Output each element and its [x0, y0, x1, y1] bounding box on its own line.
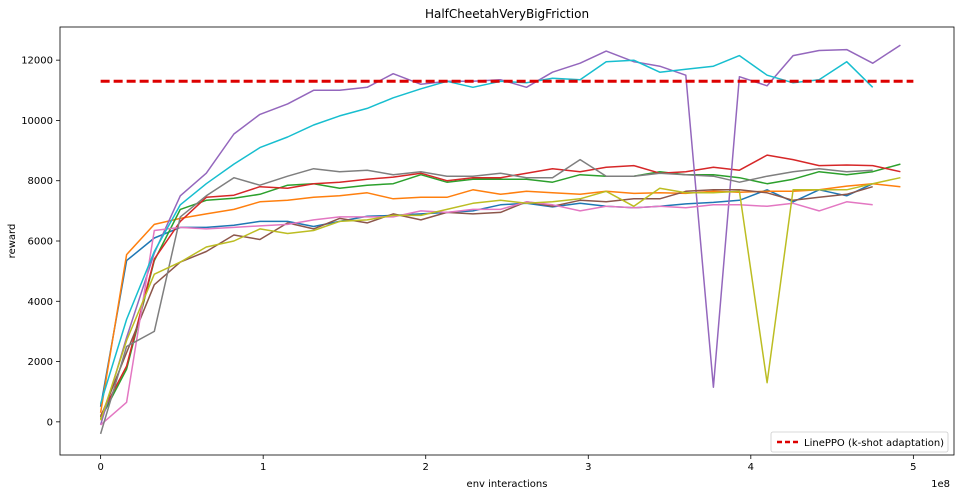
legend: LinePPO (k-shot adaptation): [770, 431, 949, 453]
y-tick-label: 12000: [21, 56, 53, 67]
series-line-4: [99, 154, 901, 417]
series-line-2: [99, 182, 901, 413]
legend-label: LinePPO (k-shot adaptation): [804, 438, 944, 449]
y-axis-label: reward: [7, 224, 18, 259]
series-line-1: [99, 183, 874, 407]
series-line-10: [99, 54, 874, 405]
series-line-3: [99, 163, 901, 420]
legend-box: [770, 431, 949, 453]
y-tick-label: 10000: [21, 116, 53, 127]
x-axis-offset-label: 1e8: [931, 479, 950, 490]
x-tick-label: 2: [423, 462, 429, 473]
series-line-7: [100, 201, 873, 426]
y-tick-label: 2000: [28, 357, 53, 368]
x-tick-label: 1: [260, 462, 266, 473]
x-axis: 0 1 2 3 4 5: [97, 455, 917, 473]
plot-area: [99, 44, 914, 435]
y-tick-label: 8000: [28, 176, 53, 187]
series-line-8: [99, 158, 873, 435]
series-line-6: [99, 185, 873, 418]
series-line-9: [99, 176, 901, 421]
y-tick-label: 4000: [28, 297, 53, 308]
y-tick-label: 6000: [28, 237, 53, 248]
x-tick-label: 0: [97, 462, 103, 473]
x-tick-label: 4: [748, 462, 754, 473]
y-axis: 0 2000 4000 6000 8000 10000 12000: [21, 56, 60, 428]
x-tick-label: 5: [910, 462, 916, 473]
y-tick-label: 0: [47, 417, 53, 428]
x-axis-label: env interactions: [467, 479, 548, 490]
chart-title: HalfCheetahVeryBigFriction: [425, 7, 589, 21]
series-line-5: [99, 44, 901, 426]
x-tick-label: 3: [585, 462, 591, 473]
